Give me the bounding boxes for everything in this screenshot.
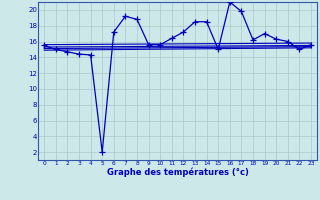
X-axis label: Graphe des températures (°c): Graphe des températures (°c): [107, 168, 249, 177]
